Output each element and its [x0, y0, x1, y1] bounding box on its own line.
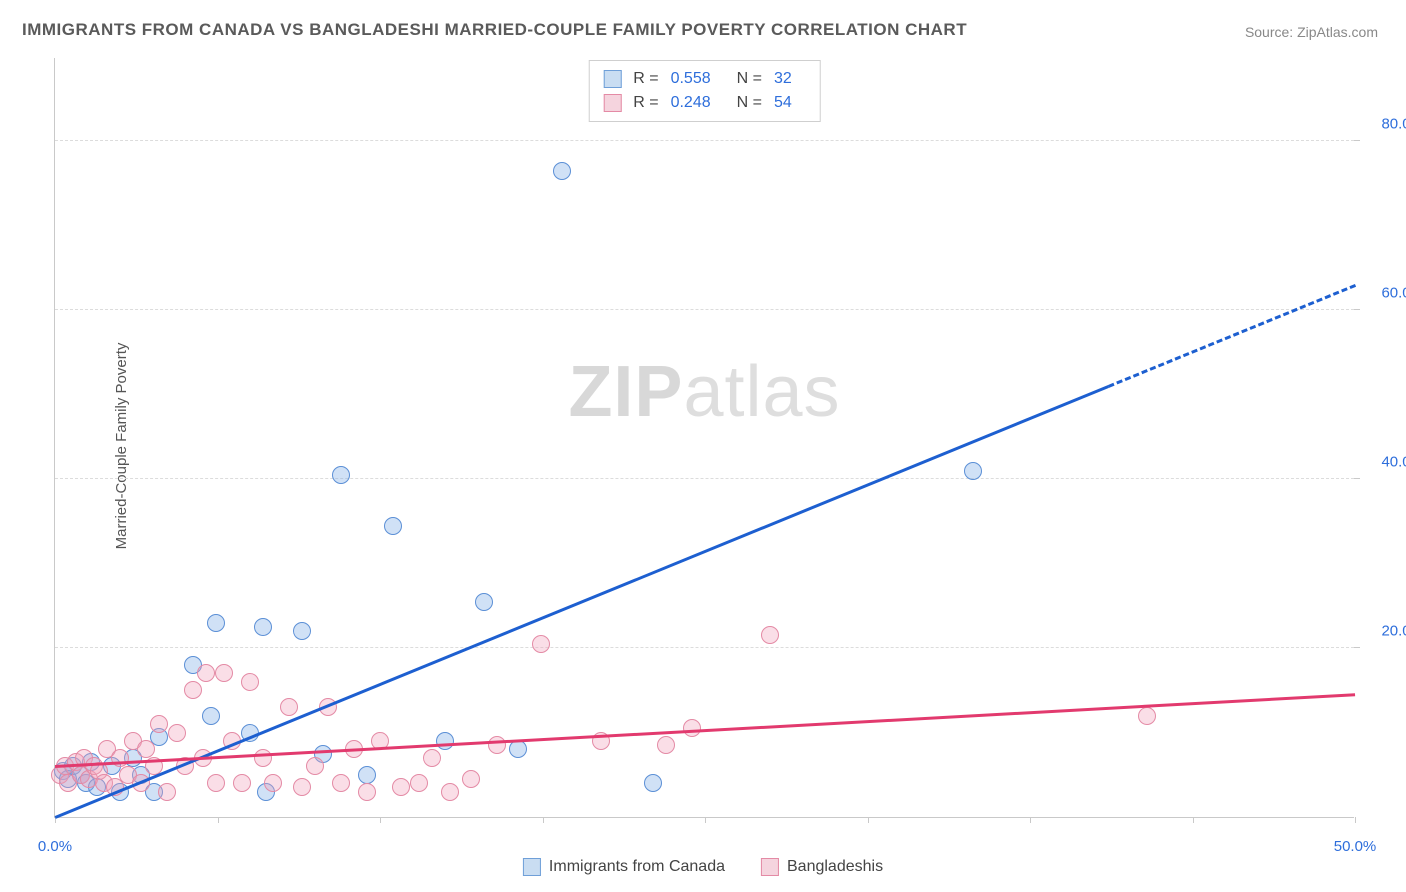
x-tick-label-max: 50.0%: [1334, 838, 1377, 855]
x-tick-mark: [1193, 817, 1194, 823]
legend-r-value: 0.558: [671, 70, 711, 88]
data-point-bangladeshi: [150, 715, 168, 733]
data-point-canada: [644, 774, 662, 792]
data-point-bangladeshi: [392, 778, 410, 796]
data-point-canada: [436, 732, 454, 750]
data-point-bangladeshi: [264, 774, 282, 792]
legend-item-bangladeshi: Bangladeshis: [761, 858, 883, 876]
data-point-bangladeshi: [168, 724, 186, 742]
legend-r-value: 0.248: [671, 94, 711, 112]
data-point-canada: [332, 466, 350, 484]
data-point-bangladeshi: [358, 783, 376, 801]
legend-stats-row-canada: R = 0.558 N = 32: [603, 67, 806, 91]
legend-r-label: R =: [633, 94, 658, 112]
legend-bottom: Immigrants from Canada Bangladeshis: [523, 858, 883, 876]
y-tick-mark: [1354, 309, 1360, 310]
watermark-zip: ZIP: [568, 352, 683, 432]
y-tick-mark: [1354, 478, 1360, 479]
x-tick-mark: [705, 817, 706, 823]
data-point-canada: [509, 740, 527, 758]
trend-dashed: [1107, 284, 1355, 388]
legend-item-canada: Immigrants from Canada: [523, 858, 725, 876]
data-point-bangladeshi: [207, 774, 225, 792]
data-point-canada: [293, 622, 311, 640]
chart-plot-area: ZIPatlas R =0.558N =32R =0.248N =54 20.0…: [54, 58, 1354, 818]
trend-solid: [54, 385, 1108, 819]
gridline-h: [55, 309, 1354, 310]
legend-r-label: R =: [633, 70, 658, 88]
data-point-canada: [964, 462, 982, 480]
x-tick-mark: [1355, 817, 1356, 823]
data-point-bangladeshi: [233, 774, 251, 792]
source-label: Source:: [1245, 24, 1297, 40]
y-tick-label: 60.0%: [1364, 285, 1406, 302]
data-point-canada: [553, 162, 571, 180]
data-point-bangladeshi: [184, 681, 202, 699]
data-point-bangladeshi: [1138, 707, 1156, 725]
legend-swatch-bangladeshi: [603, 94, 621, 112]
legend-stats-row-bangladeshi: R = 0.248 N = 54: [603, 91, 806, 115]
gridline-h: [55, 140, 1354, 141]
data-point-bangladeshi: [158, 783, 176, 801]
data-point-bangladeshi: [423, 749, 441, 767]
data-point-bangladeshi: [332, 774, 350, 792]
data-point-canada: [207, 614, 225, 632]
data-point-canada: [384, 517, 402, 535]
legend-label: Bangladeshis: [787, 858, 883, 876]
data-point-canada: [358, 766, 376, 784]
data-point-bangladeshi: [293, 778, 311, 796]
x-tick-mark: [1030, 817, 1031, 823]
legend-n-label: N =: [737, 94, 762, 112]
legend-swatch-canada: [603, 70, 621, 88]
data-point-bangladeshi: [761, 626, 779, 644]
y-tick-label: 40.0%: [1364, 454, 1406, 471]
watermark-atlas: atlas: [683, 352, 840, 432]
trend-line-canada: [55, 285, 1355, 817]
legend-swatch-canada: [523, 858, 541, 876]
y-tick-mark: [1354, 140, 1360, 141]
data-point-bangladeshi: [197, 664, 215, 682]
watermark: ZIPatlas: [568, 351, 840, 433]
y-tick-mark: [1354, 647, 1360, 648]
gridline-h: [55, 647, 1354, 648]
legend-stats-box: R = 0.558 N = 32 R = 0.248 N = 54: [588, 60, 821, 122]
legend-n-value: 54: [774, 94, 792, 112]
data-point-bangladeshi: [280, 698, 298, 716]
legend-n-value: 32: [774, 70, 792, 88]
x-tick-mark: [218, 817, 219, 823]
data-point-bangladeshi: [241, 673, 259, 691]
data-point-bangladeshi: [462, 770, 480, 788]
data-point-bangladeshi: [410, 774, 428, 792]
data-point-canada: [254, 618, 272, 636]
source-attribution: Source: ZipAtlas.com: [1245, 24, 1378, 40]
x-tick-mark: [380, 817, 381, 823]
gridline-h: [55, 478, 1354, 479]
x-tick-label-min: 0.0%: [38, 838, 72, 855]
chart-title: IMMIGRANTS FROM CANADA VS BANGLADESHI MA…: [22, 20, 967, 40]
data-point-bangladeshi: [657, 736, 675, 754]
data-point-bangladeshi: [306, 757, 324, 775]
data-point-canada: [475, 593, 493, 611]
data-point-bangladeshi: [137, 740, 155, 758]
data-point-canada: [202, 707, 220, 725]
source-value: ZipAtlas.com: [1297, 24, 1378, 40]
y-tick-label: 20.0%: [1364, 623, 1406, 640]
x-tick-mark: [868, 817, 869, 823]
y-tick-label: 80.0%: [1364, 116, 1406, 133]
legend-label: Immigrants from Canada: [549, 858, 725, 876]
x-tick-mark: [543, 817, 544, 823]
legend-swatch-bangladeshi: [761, 858, 779, 876]
data-point-bangladeshi: [532, 635, 550, 653]
legend-n-label: N =: [737, 70, 762, 88]
data-point-bangladeshi: [441, 783, 459, 801]
data-point-bangladeshi: [215, 664, 233, 682]
data-point-bangladeshi: [254, 749, 272, 767]
